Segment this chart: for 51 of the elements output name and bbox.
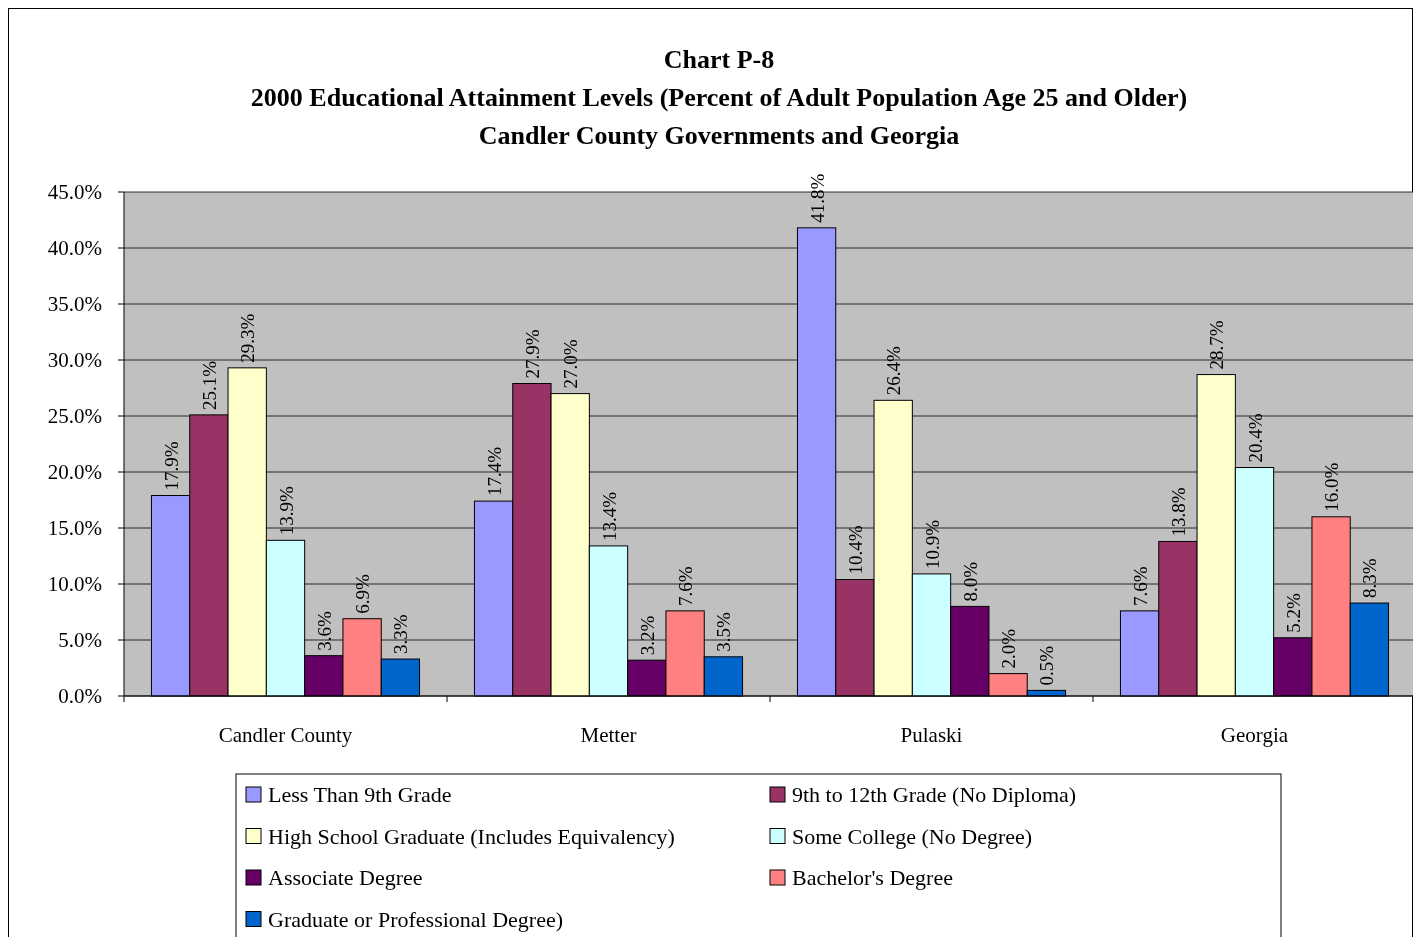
data-label: 10.9% (921, 519, 943, 569)
data-label: 5.2% (1282, 593, 1304, 633)
y-tick-label: 25.0% (47, 404, 102, 428)
chart-subtitle: 2000 Educational Attainment Levels (Percent of Adult Population Age 25 and Older) Candler County Governments and Georgia (250, 83, 1188, 150)
data-label: 41.8% (806, 173, 828, 223)
data-label: 13.8% (1167, 487, 1189, 537)
y-tick-label: 40.0% (47, 236, 102, 260)
data-label: 8.3% (1359, 558, 1381, 599)
legend-label: Less Than 9th Grade (268, 782, 452, 807)
y-tick-label: 35.0% (47, 292, 102, 316)
data-label: 7.6% (675, 566, 697, 606)
data-label: 25.1% (198, 360, 220, 410)
y-tick-label: 20.0% (47, 460, 102, 484)
data-label: 27.0% (560, 339, 582, 389)
x-tick-label: Georgia (1220, 723, 1289, 747)
data-label: 16.0% (1321, 462, 1343, 512)
legend-label: Graduate or Professional Degree) (268, 906, 564, 932)
data-label: 10.4% (844, 525, 866, 575)
legend-label: 9th to 12th Grade (No Diploma) (792, 782, 1077, 807)
data-label: 27.9% (521, 329, 543, 379)
data-label: 17.9% (160, 441, 182, 491)
data-label: 8.0% (959, 561, 981, 602)
y-tick-label: 0.0% (58, 684, 102, 708)
data-label: 6.9% (352, 573, 374, 614)
data-label: 0.5% (1036, 645, 1058, 686)
x-tick-label: Pulaski (900, 723, 963, 747)
legend-label: Some College (No Degree) (792, 823, 1033, 849)
data-label: 29.3% (237, 313, 259, 363)
data-label: 3.3% (390, 614, 412, 655)
data-label: 13.4% (598, 491, 620, 541)
legend-label: Bachelor's Degree (792, 865, 953, 890)
legend-label: High School Graduate (Includes Equivalency) (268, 823, 675, 849)
data-label: 7.6% (1129, 566, 1151, 606)
data-label: 20.4% (1244, 413, 1266, 463)
data-label: 17.4% (483, 446, 505, 497)
data-label: 3.5% (713, 612, 735, 652)
y-tick-label: 15.0% (47, 516, 102, 540)
x-tick-label: Metter (580, 723, 637, 747)
data-label: 3.6% (313, 610, 335, 651)
data-label: 13.9% (275, 486, 297, 536)
y-tick-label: 10.0% (47, 572, 102, 596)
y-tick-label: 5.0% (58, 628, 102, 652)
y-tick-label: 45.0% (47, 180, 102, 204)
data-label: 2.0% (998, 628, 1020, 669)
legend-label: Associate Degree (268, 865, 423, 890)
data-label: 26.4% (883, 346, 905, 396)
x-tick-label: Candler County (218, 723, 353, 747)
data-label: 28.7% (1206, 320, 1228, 370)
chart-title: Chart P-8 (663, 45, 775, 74)
y-tick-label: 30.0% (47, 348, 102, 372)
data-label: 3.2% (636, 615, 658, 656)
